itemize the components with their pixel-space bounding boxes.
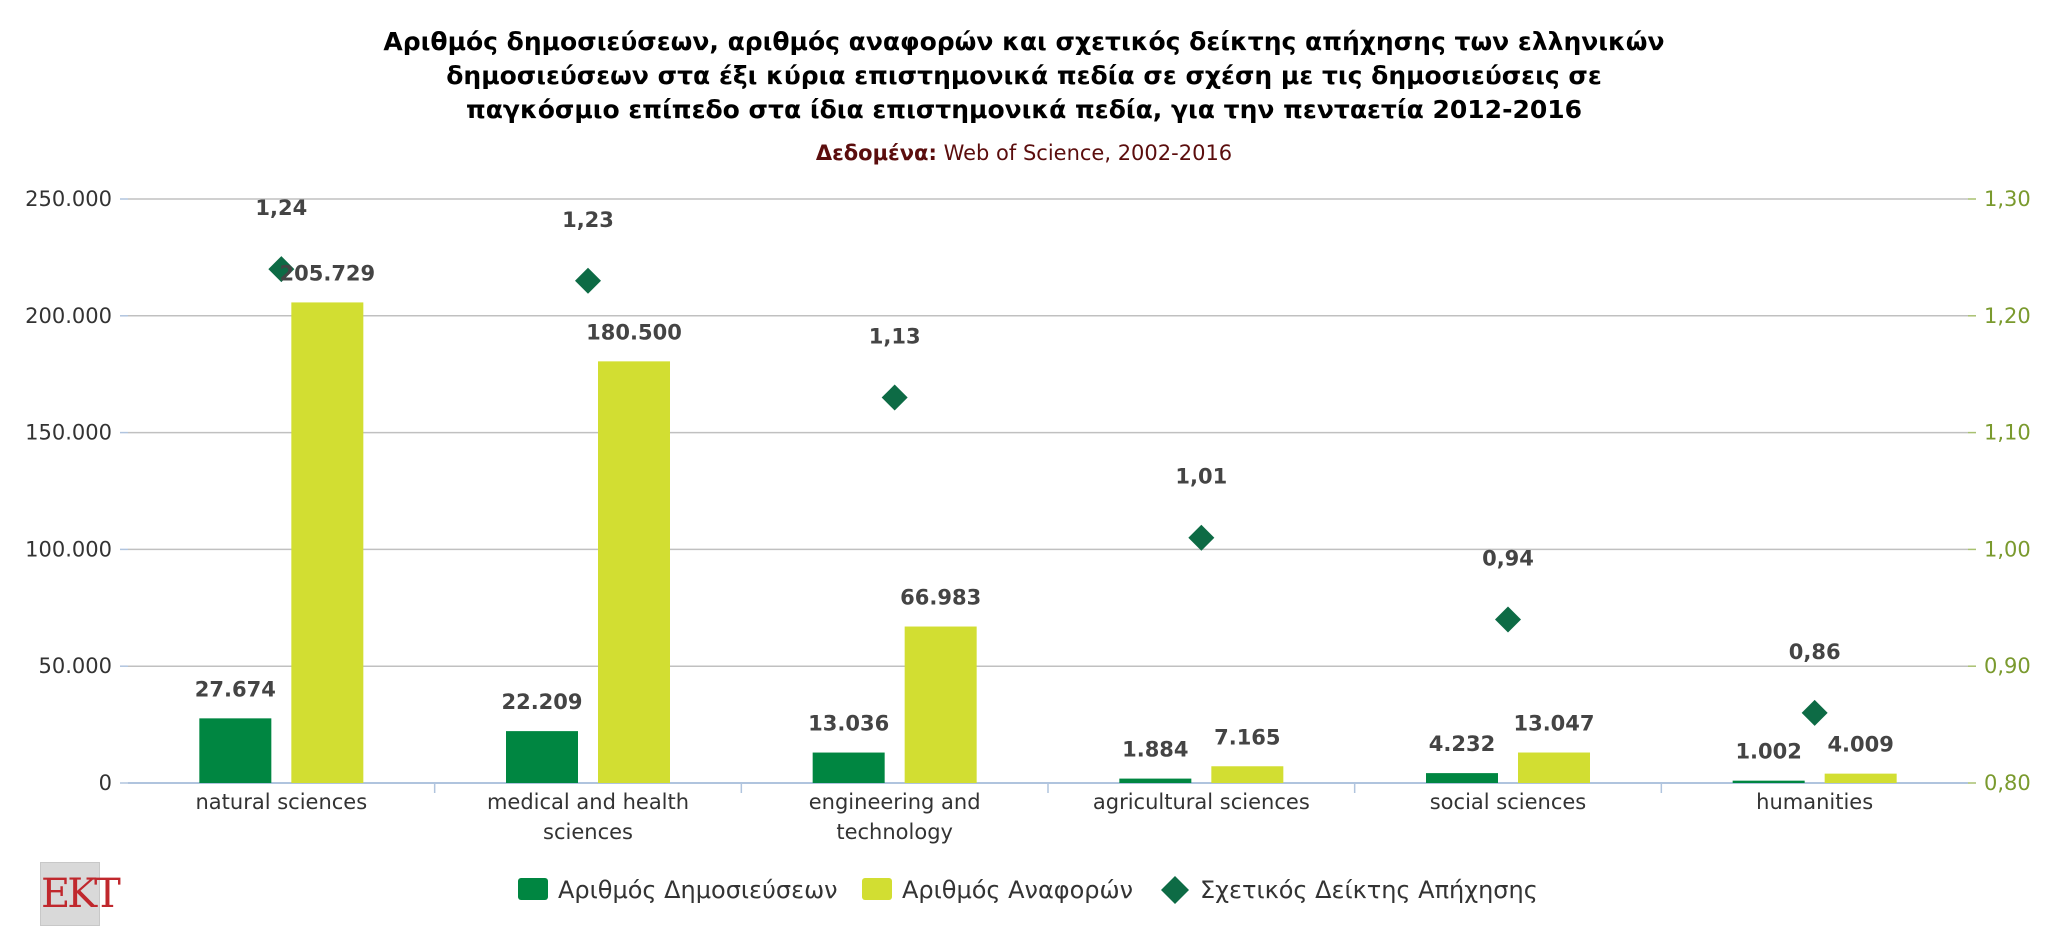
- ekt-logo: EKT: [40, 862, 121, 926]
- label-publications: 1.002: [1735, 740, 1801, 764]
- bar-publications[interactable]: [812, 752, 885, 783]
- subtitle-key: Δεδομένα:: [816, 141, 937, 165]
- label-index: 1,23: [562, 208, 614, 232]
- legend-label: Σχετικός Δείκτης Απήχησης: [1200, 876, 1538, 904]
- chart-title: Αριθμός δημοσιεύσεων, αριθμός αναφορών κ…: [383, 27, 1664, 124]
- logo-text: EKT: [41, 871, 121, 917]
- title-line-1: Αριθμός δημοσιεύσεων, αριθμός αναφορών κ…: [383, 27, 1664, 56]
- bar-citations[interactable]: [1518, 752, 1590, 783]
- marker-index[interactable]: [575, 267, 601, 294]
- y-right-tick-label: 0,90: [1984, 654, 2031, 678]
- x-tick-label: humanities: [1756, 790, 1873, 814]
- label-index: 0,94: [1482, 546, 1534, 570]
- label-index: 1,01: [1175, 465, 1227, 489]
- label-publications: 27.674: [195, 677, 276, 701]
- label-publications: 4.232: [1429, 732, 1495, 756]
- label-citations: 205.729: [280, 261, 376, 285]
- marker-index[interactable]: [1188, 524, 1215, 551]
- legend-swatch: [862, 878, 892, 900]
- y-right-tick-label: 1,30: [1984, 187, 2031, 211]
- legend-swatch: [1161, 876, 1189, 904]
- subtitle-value: Web of Science, 2002-2016: [937, 141, 1232, 165]
- bar-citations[interactable]: [1824, 773, 1897, 783]
- x-tick-label: engineering and: [809, 790, 981, 814]
- bars: [199, 302, 1897, 783]
- y-left-tick-label: 200.000: [25, 304, 112, 328]
- y-right-tick-label: 1,00: [1984, 537, 2031, 561]
- y-left-tick-label: 50.000: [39, 654, 112, 678]
- legend[interactable]: Αριθμός Δημοσιεύσεων Αριθμός Αναφορών Σχετ…: [518, 876, 1538, 904]
- y-right-tick-label: 0,80: [1984, 771, 2031, 795]
- marker-index[interactable]: [881, 384, 908, 411]
- x-tick-label: technology: [836, 820, 953, 844]
- marker-index[interactable]: [268, 256, 295, 283]
- x-tick-label: sciences: [543, 820, 633, 844]
- label-index: 1,13: [869, 325, 921, 349]
- bar-citations[interactable]: [1211, 766, 1284, 783]
- label-citations: 4.009: [1827, 733, 1893, 757]
- label-index: 1,24: [255, 196, 307, 220]
- label-publications: 22.209: [501, 690, 582, 714]
- bar-publications[interactable]: [1426, 773, 1498, 783]
- y-left-tick-label: 0: [99, 771, 112, 795]
- bar-publications[interactable]: [506, 731, 578, 783]
- label-citations: 180.500: [586, 320, 682, 344]
- label-citations: 66.983: [900, 586, 981, 610]
- x-tick-label: natural sciences: [195, 790, 367, 814]
- title-line-2: δημοσιεύσεων στα έξι κύρια επιστημονικά …: [446, 61, 1602, 90]
- label-publications: 1.884: [1122, 738, 1188, 762]
- bar-citations[interactable]: [598, 361, 670, 783]
- chart-subtitle: Δεδομένα: Web of Science, 2002-2016: [816, 141, 1232, 165]
- y-right-tick-label: 1,10: [1984, 421, 2031, 445]
- legend-label: Αριθμός Αναφορών: [902, 876, 1133, 904]
- legend-item-1[interactable]: Αριθμός Δημοσιεύσεων: [518, 876, 838, 904]
- label-publications: 13.036: [808, 712, 889, 736]
- index-markers: [268, 256, 1828, 726]
- axes: 0 50.000 100.000 150.000 200.000 250.000 0,80 0…: [25, 187, 2031, 844]
- legend-item-3[interactable]: Σχετικός Δείκτης Απήχησης: [1161, 876, 1538, 904]
- y-left-tick-label: 150.000: [25, 421, 112, 445]
- y-right-tick-label: 1,20: [1984, 304, 2031, 328]
- bar-publications[interactable]: [1732, 780, 1805, 783]
- x-tick-label: medical and health: [487, 790, 689, 814]
- legend-swatch: [518, 878, 548, 900]
- bar-citations[interactable]: [291, 302, 364, 783]
- data-labels: 27.674 22.209 13.036 1.884 4.232 1.002 205.729…: [195, 196, 1894, 764]
- y-left-tick-label: 250.000: [25, 187, 112, 211]
- x-tick-label: social sciences: [1430, 790, 1587, 814]
- legend-item-2[interactable]: Αριθμός Αναφορών: [862, 876, 1133, 904]
- grid-lines: [128, 198, 1968, 667]
- bar-citations[interactable]: [904, 626, 977, 783]
- label-citations: 7.165: [1214, 725, 1280, 749]
- label-citations: 13.047: [1513, 712, 1594, 736]
- legend-label: Αριθμός Δημοσιεύσεων: [558, 876, 838, 904]
- title-line-3: παγκόσμιο επίπεδο στα ίδια επιστημονικά …: [466, 95, 1582, 124]
- x-tick-label: agricultural sciences: [1093, 790, 1310, 814]
- marker-index[interactable]: [1495, 606, 1521, 633]
- marker-index[interactable]: [1801, 699, 1828, 726]
- bar-publications[interactable]: [1119, 778, 1192, 783]
- y-left-tick-label: 100.000: [25, 537, 112, 561]
- label-index: 0,86: [1789, 640, 1841, 664]
- bar-publications[interactable]: [199, 718, 272, 783]
